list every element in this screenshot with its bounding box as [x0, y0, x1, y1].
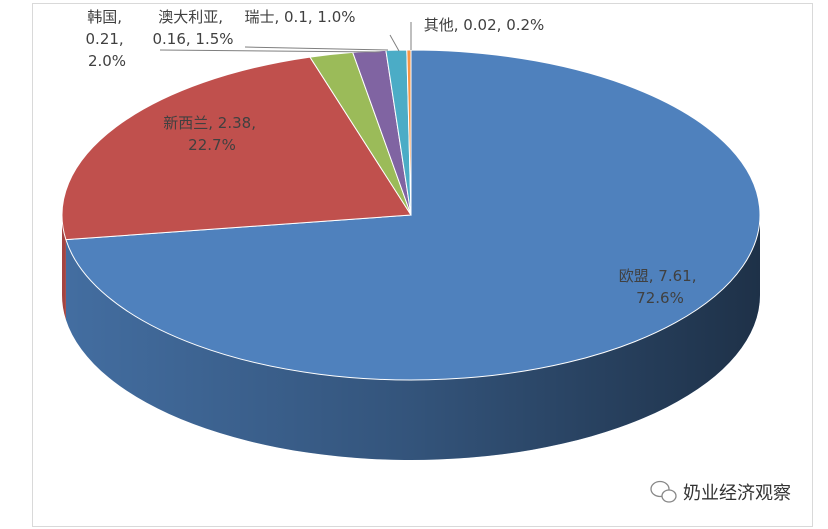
label-separator: ,: [308, 8, 318, 26]
label-part: 0.02: [463, 16, 496, 34]
data-label: 瑞士, 0.1, 1.0%: [244, 8, 355, 26]
label-separator: ,: [274, 8, 284, 26]
label-separator: ,: [119, 30, 129, 48]
label-separator: ,: [497, 16, 507, 34]
watermark-icon: [650, 480, 677, 503]
slice-side-shade: [62, 215, 66, 320]
leader-line: [389, 34, 400, 52]
label-separator: ,: [208, 114, 218, 132]
label-part: 瑞士: [244, 8, 274, 26]
label-part: 22.7%: [188, 136, 236, 154]
label-part: 2.0%: [88, 52, 126, 70]
data-label: 新西兰, 2.38, 22.7%: [163, 114, 261, 154]
label-part: 0.2%: [506, 16, 544, 34]
data-label: 其他, 0.02, 0.2%: [424, 16, 545, 34]
label-part: 1.5%: [195, 30, 233, 48]
label-separator: ,: [117, 8, 127, 26]
label-part: 0.21: [86, 30, 119, 48]
label-part: 7.61: [658, 267, 691, 285]
label-part: 0.1: [284, 8, 308, 26]
label-part: 新西兰: [163, 114, 208, 132]
data-label: 韩国, 0.21, 2.0%: [86, 8, 129, 70]
leader-lines: [159, 22, 412, 53]
label-separator: ,: [649, 267, 659, 285]
data-label: 澳大利亚, 0.16, 1.5%: [152, 8, 233, 48]
label-separator: ,: [186, 30, 196, 48]
label-separator: ,: [218, 8, 228, 26]
label-part: 1.0%: [317, 8, 355, 26]
label-separator: ,: [251, 114, 261, 132]
data-label: 欧盟, 7.61, 72.6%: [619, 267, 702, 307]
leader-line: [159, 49, 381, 53]
pie: [61, 49, 761, 460]
label-part: 72.6%: [636, 289, 684, 307]
label-separator: ,: [692, 267, 702, 285]
label-separator: ,: [454, 16, 464, 34]
slice-side-shade: [65, 215, 760, 460]
label-part: 0.16: [152, 30, 185, 48]
slice: [65, 49, 761, 381]
watermark: 奶业经济观察: [683, 483, 791, 504]
label-part: 欧盟: [619, 267, 649, 285]
label-part: 澳大利亚: [158, 8, 218, 26]
label-part: 韩国: [87, 8, 117, 26]
label-part: 2.38: [218, 114, 251, 132]
leader-line: [244, 46, 389, 51]
label-part: 其他: [424, 16, 454, 34]
slice: [61, 56, 412, 241]
frame: [32, 3, 813, 527]
labels: 欧盟, 7.61, 72.6% 新西兰, 2.38, 22.7% 韩国, 0.21,…: [86, 8, 702, 307]
